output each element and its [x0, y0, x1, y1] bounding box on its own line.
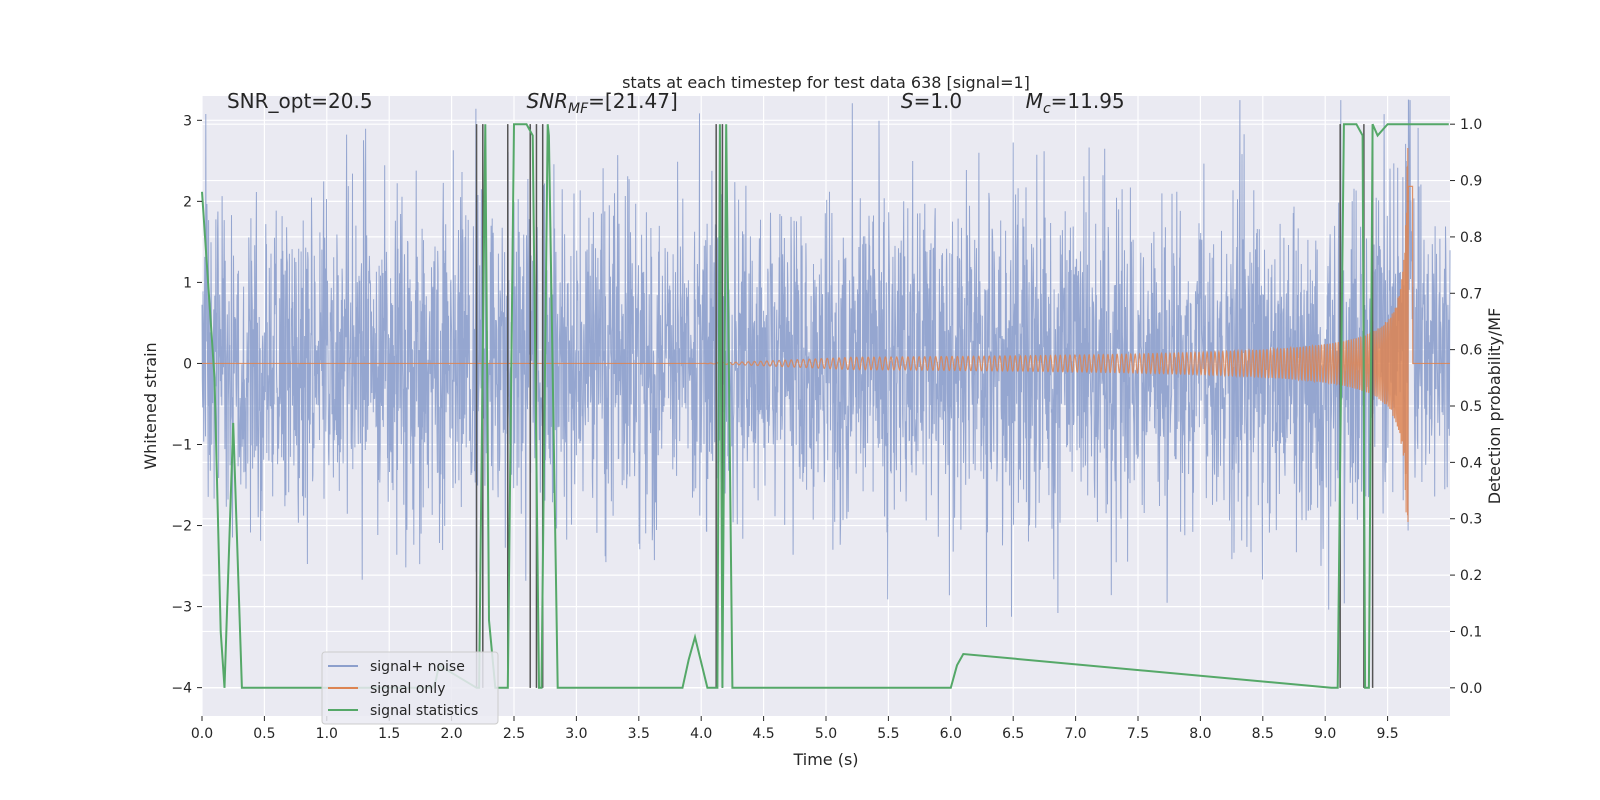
x-tick-label-2: 1.0 [316, 726, 338, 742]
y2-tick-label-1: 0.9 [1460, 174, 1482, 190]
annotation-s-value: S=1.0 [901, 89, 962, 113]
x-tick-label-12: 6.0 [940, 726, 962, 742]
y-tick-label-2: 1 [183, 275, 192, 291]
y2-tick-label-9: 0.1 [1460, 624, 1482, 640]
x-tick-label-0: 0.0 [191, 726, 213, 742]
annotation-snr-mf: SNRMF=[21.47] [526, 89, 677, 117]
y-tick-label-3: 0 [183, 356, 192, 372]
y2-tick-label-10: 0.0 [1460, 681, 1482, 697]
x-tick-label-8: 4.0 [690, 726, 712, 742]
y-tick-label-7: −4 [171, 681, 192, 697]
x-tick-label-16: 8.0 [1189, 726, 1211, 742]
x-tick-label-5: 2.5 [503, 726, 525, 742]
y-tick-label-4: −1 [171, 437, 192, 453]
y2-tick-label-2: 0.8 [1460, 230, 1482, 246]
y-tick-label-5: −2 [171, 519, 192, 535]
signal-only-series [202, 147, 1450, 523]
x-tick-label-19: 9.5 [1376, 726, 1398, 742]
annotation-mc-value: Mc=11.95 [1026, 89, 1125, 117]
legend-box [321, 651, 499, 725]
annotations: SNR_opt=20.5 SNRMF=[21.47] S=1.0 Mc=11.95 [227, 89, 1125, 117]
legend-label-signal-statistics: signal statistics [370, 703, 478, 719]
x-tick-label-1: 0.5 [253, 726, 275, 742]
y-tick-label-0: 3 [183, 113, 192, 129]
y-axis-label: Whitened strain [141, 342, 160, 469]
x-tick-label-4: 2.0 [440, 726, 462, 742]
legend: signal+ noise signal only signal statist… [321, 651, 499, 725]
signal-only-line [202, 147, 1450, 523]
x-tick-label-13: 6.5 [1002, 726, 1024, 742]
x-tick-label-6: 3.0 [565, 726, 587, 742]
x-tick-label-7: 3.5 [628, 726, 650, 742]
x-tick-label-3: 1.5 [378, 726, 400, 742]
x-tick-label-15: 7.5 [1127, 726, 1149, 742]
y-tick-label-1: 2 [183, 194, 192, 210]
x-tick-label-10: 5.0 [815, 726, 837, 742]
x-tick-label-14: 7.0 [1064, 726, 1086, 742]
y2-tick-label-7: 0.3 [1460, 512, 1482, 528]
signal-noise-series [201, 99, 1451, 628]
y2-ticks: 1.0 0.9 0.8 0.7 0.6 0.5 0.4 0.3 0.2 0.1 0.0 [1450, 117, 1482, 697]
annotation-snr-opt: SNR_opt=20.5 [227, 89, 373, 113]
y2-tick-label-6: 0.4 [1460, 455, 1482, 471]
x-tick-label-9: 4.5 [752, 726, 774, 742]
x-tick-label-18: 9.0 [1314, 726, 1336, 742]
y2-tick-label-8: 0.2 [1460, 568, 1482, 584]
y2-tick-label-3: 0.7 [1460, 286, 1482, 302]
x-tick-label-17: 8.5 [1252, 726, 1274, 742]
y-ticks: 3 2 1 0 −1 −2 −3 −4 [171, 113, 202, 697]
signal-noise-line [201, 99, 1451, 628]
x-axis-label: Time (s) [792, 750, 858, 769]
y-tick-label-6: −3 [171, 600, 192, 616]
y2-tick-label-5: 0.5 [1460, 399, 1482, 415]
legend-label-signal-noise: signal+ noise [370, 659, 465, 675]
y2-tick-label-0: 1.0 [1460, 117, 1482, 133]
x-tick-label-11: 5.5 [877, 726, 899, 742]
chart-title: stats at each timestep for test data 638… [622, 73, 1030, 92]
x-ticks: 0.0 0.5 1.0 1.5 2.0 2.5 3.0 3.5 4.0 4.5 5.0 5.5 6.0 6… [191, 716, 1399, 742]
legend-label-signal-only: signal only [370, 681, 445, 697]
y2-tick-label-4: 0.6 [1460, 343, 1482, 359]
y2-axis-label: Detection probability/MF [1485, 308, 1504, 505]
